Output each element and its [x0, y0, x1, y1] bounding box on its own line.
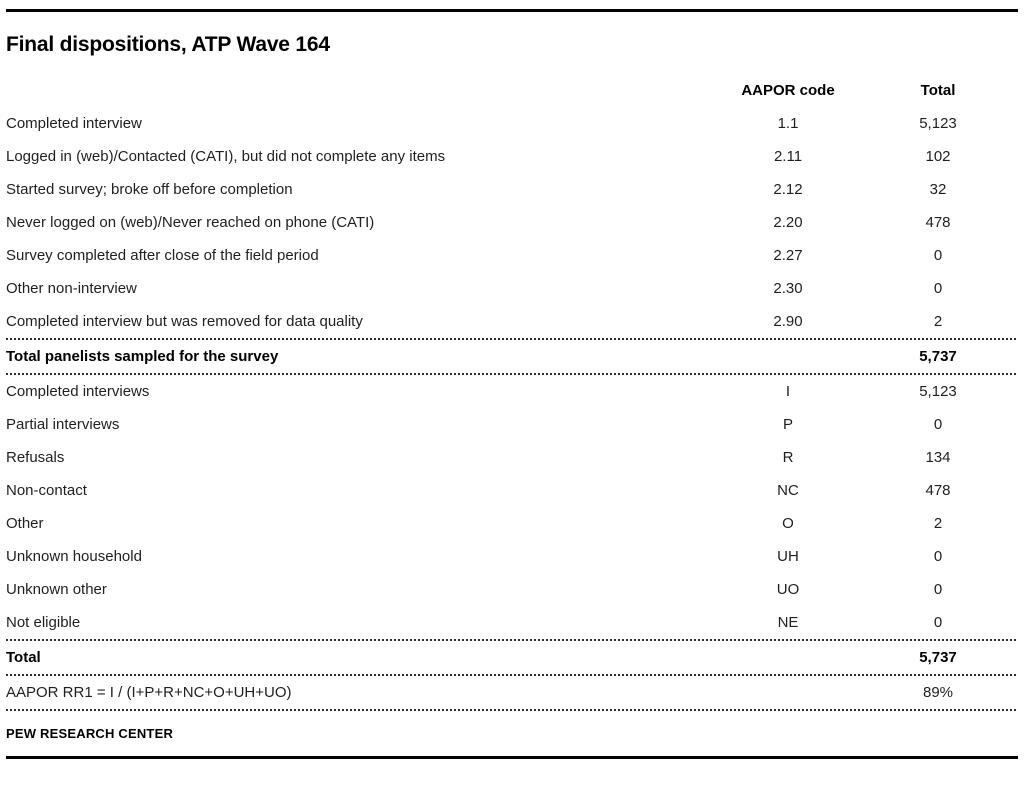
- cell-label: Completed interviews: [6, 383, 150, 400]
- cell-label: Other non-interview: [6, 280, 137, 297]
- cell-label: Unknown household: [6, 548, 142, 565]
- dotted-separator: [6, 709, 1018, 711]
- response-rate-formula-row: AAPOR RR1 = I / (I+P+R+NC+O+UH+UO) 89%: [6, 676, 1018, 709]
- cell-code: 2.20: [773, 214, 803, 231]
- cell-total: 478: [925, 214, 951, 231]
- cell-total: 2: [933, 515, 943, 532]
- column-header-total: Total: [920, 82, 956, 99]
- cell-code: I: [785, 383, 791, 400]
- cell-code: 2.30: [773, 280, 803, 297]
- cell-total: 0: [933, 280, 943, 297]
- table-row: Other non-interview 2.30 0: [6, 272, 1018, 305]
- cell-code: UO: [776, 581, 800, 598]
- cell-label: Not eligible: [6, 614, 81, 631]
- cell-total: 5,737: [919, 348, 957, 365]
- column-header-aapor-code: AAPOR code: [741, 82, 835, 99]
- table-row: Survey completed after close of the fiel…: [6, 239, 1018, 272]
- cell-code: 2.12: [773, 181, 803, 198]
- cell-label: AAPOR RR1 = I / (I+P+R+NC+O+UH+UO): [6, 684, 292, 701]
- page-title: Final dispositions, ATP Wave 164: [6, 33, 330, 56]
- table-row: Completed interview 1.1 5,123: [6, 107, 1018, 140]
- cell-total: 0: [933, 247, 943, 264]
- cell-code: R: [782, 449, 794, 466]
- table-row: Partial interviews P 0: [6, 408, 1018, 441]
- cell-label: Total: [6, 649, 41, 666]
- cell-label: Logged in (web)/Contacted (CATI), but di…: [6, 148, 446, 165]
- dotted-separator: [6, 639, 1018, 641]
- cell-code: NE: [777, 614, 799, 631]
- cell-code: UH: [777, 548, 799, 565]
- cell-total: 102: [925, 148, 951, 165]
- cell-total: 2: [933, 313, 943, 330]
- cell-total: 134: [925, 449, 951, 466]
- cell-total: 5,123: [919, 383, 957, 400]
- cell-label: Started survey; broke off before complet…: [6, 181, 293, 198]
- cell-code: NC: [777, 482, 799, 499]
- table-row: Non-contact NC 478: [6, 474, 1018, 507]
- cell-label: Total panelists sampled for the survey: [6, 348, 279, 365]
- cell-label: Completed interview: [6, 115, 142, 132]
- cell-label: Other: [6, 515, 44, 532]
- table-row: Unknown other UO 0: [6, 573, 1018, 606]
- cell-total: 32: [929, 181, 947, 198]
- table-row: Logged in (web)/Contacted (CATI), but di…: [6, 140, 1018, 173]
- total-row-overall: Total 5,737: [6, 641, 1018, 674]
- dotted-separator: [6, 373, 1018, 375]
- total-row-sampled: Total panelists sampled for the survey 5…: [6, 340, 1018, 373]
- table-section-dispositions: Completed interview 1.1 5,123 Logged in (we…: [6, 107, 1018, 338]
- cell-total: 0: [933, 614, 943, 631]
- top-rule: [6, 9, 1018, 12]
- dotted-separator: [6, 674, 1018, 676]
- table-row: Other O 2: [6, 507, 1018, 540]
- table-row: Started survey; broke off before complet…: [6, 173, 1018, 206]
- table-section-aapor-categories: Completed interviews I 5,123 Partial interv…: [6, 375, 1018, 639]
- cell-total: 5,123: [919, 115, 957, 132]
- cell-code: 2.11: [773, 148, 803, 165]
- cell-label: Refusals: [6, 449, 65, 466]
- cell-total: 5,737: [919, 649, 957, 666]
- table-row: Not eligible NE 0: [6, 606, 1018, 639]
- cell-label: Survey completed after close of the fiel…: [6, 247, 319, 264]
- cell-label: Non-contact: [6, 482, 87, 499]
- cell-label: Unknown other: [6, 581, 107, 598]
- cell-total: 0: [933, 548, 943, 565]
- cell-label: Completed interview but was removed for …: [6, 313, 363, 330]
- cell-label: Never logged on (web)/Never reached on p…: [6, 214, 375, 231]
- cell-code: P: [782, 416, 793, 433]
- table-row: Completed interview but was removed for …: [6, 305, 1018, 338]
- table-row: Refusals R 134: [6, 441, 1018, 474]
- table-row: Never logged on (web)/Never reached on p…: [6, 206, 1018, 239]
- report-table-page: Final dispositions, ATP Wave 164 AAPOR c…: [0, 9, 1024, 759]
- source-attribution: PEW RESEARCH CENTER: [6, 726, 174, 741]
- cell-total: 0: [933, 581, 943, 598]
- cell-total: 89%: [922, 684, 954, 701]
- table-row: Completed interviews I 5,123: [6, 375, 1018, 408]
- bottom-rule: [6, 756, 1018, 759]
- dotted-separator: [6, 338, 1018, 340]
- cell-total: 478: [925, 482, 951, 499]
- cell-label: Partial interviews: [6, 416, 120, 433]
- cell-total: 0: [933, 416, 943, 433]
- cell-code: 2.90: [773, 313, 803, 330]
- table-row: Unknown household UH 0: [6, 540, 1018, 573]
- cell-code: 1.1: [777, 115, 799, 132]
- cell-code: 2.27: [773, 247, 803, 264]
- table-header-row: AAPOR code Total: [6, 74, 1018, 107]
- cell-code: O: [782, 515, 794, 532]
